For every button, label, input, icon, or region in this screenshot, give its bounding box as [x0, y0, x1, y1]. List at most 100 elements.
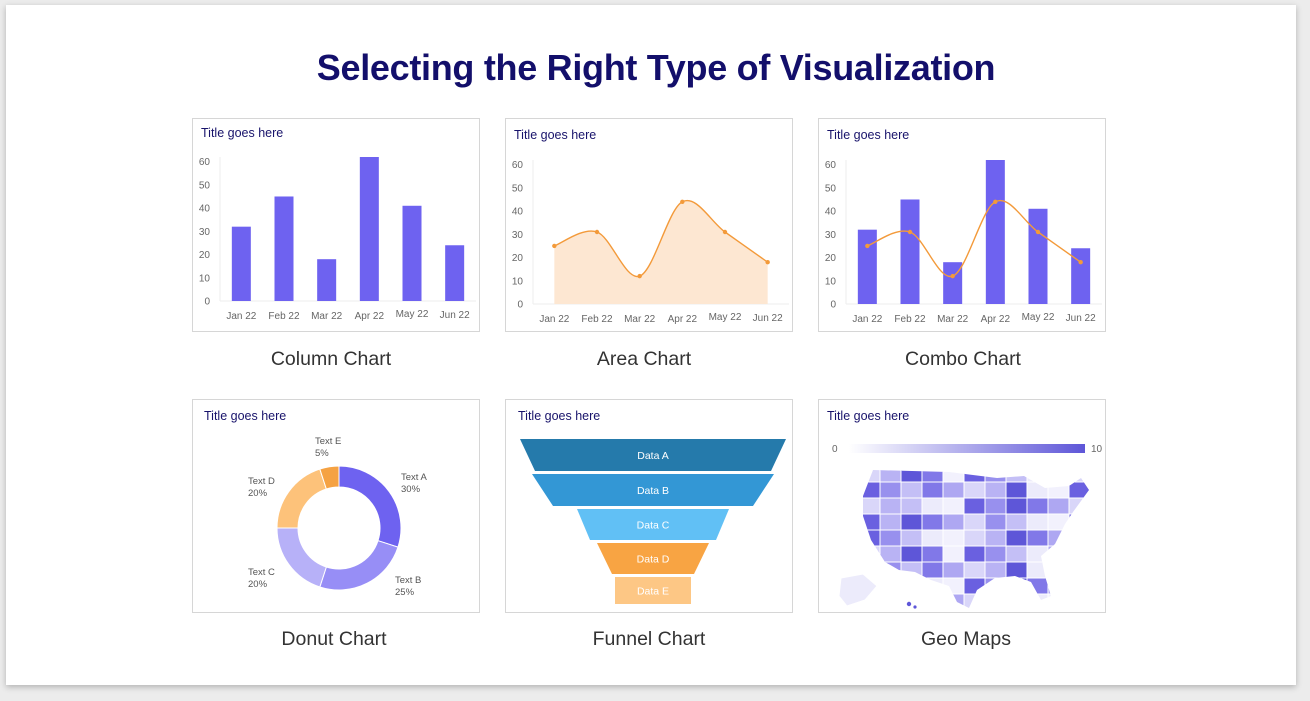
us-state	[921, 593, 944, 608]
card-title: Title goes here	[827, 128, 910, 142]
us-state	[863, 513, 881, 531]
x-tick-label: May 22	[1022, 312, 1055, 323]
us-state	[1047, 545, 1070, 563]
x-tick-label: Feb 22	[581, 314, 613, 325]
y-tick-label: 10	[199, 273, 211, 284]
x-tick-label: Feb 22	[894, 314, 926, 325]
slide-page: Selecting the Right Type of Visualizatio…	[6, 5, 1296, 685]
area-chart-svg: 0 10 20 30 40 50 60 Jan 22 Feb 22 Mar 22 Apr 22 May…	[512, 160, 789, 325]
us-state	[963, 497, 986, 515]
slice-label: Text B	[395, 575, 421, 586]
us-state	[1047, 481, 1070, 499]
us-state	[1048, 610, 1069, 626]
us-state	[879, 481, 902, 499]
us-state	[985, 610, 1006, 626]
us-state	[1005, 470, 1028, 483]
us-state	[900, 529, 923, 547]
donut-slice	[276, 527, 327, 588]
us-state	[1027, 610, 1048, 626]
slice-label: Text A	[401, 472, 428, 483]
area-chart-card: Title goes here 0 10 20 30 40 50 60 Jan 22 Feb 2…	[505, 118, 793, 332]
us-state	[963, 529, 986, 547]
y-tick-label: 20	[512, 253, 524, 264]
us-state	[863, 470, 881, 483]
us-state	[984, 593, 1007, 608]
y-tick-label: 30	[825, 230, 837, 241]
column-chart-svg: 0 10 20 30 40 50 60 Jan 22 Feb 22 Mar 22 Apr 22 May…	[199, 157, 476, 322]
area-point	[637, 273, 642, 279]
us-state	[1005, 545, 1028, 563]
x-tick-label: Jun 22	[1066, 313, 1096, 324]
us-state	[942, 497, 965, 515]
bar	[317, 259, 337, 301]
us-state	[942, 593, 965, 608]
combo-chart-svg: 0 10 20 30 40 50 60 Jan 22 Feb 22 Mar 22 Apr 22 May…	[825, 160, 1102, 325]
card-title: Title goes here	[514, 128, 597, 142]
bar	[359, 157, 379, 301]
us-state	[963, 513, 986, 531]
legend-max-label: 10	[1091, 444, 1103, 455]
bar	[402, 205, 422, 301]
us-state	[963, 561, 986, 579]
us-state	[1005, 497, 1028, 515]
funnel-stage	[597, 543, 709, 574]
x-tick-label: May 22	[396, 309, 429, 320]
us-state	[1047, 470, 1070, 483]
us-state	[900, 545, 923, 563]
us-states-group	[863, 470, 1111, 626]
us-state	[1068, 497, 1089, 515]
donut-chart-svg: Text A30%Text B25%Text C20%Text D20%Text…	[248, 436, 428, 598]
us-state	[1090, 498, 1111, 514]
card-title: Title goes here	[518, 409, 601, 423]
combo-point	[1035, 229, 1041, 235]
us-state	[879, 470, 902, 483]
slice-percent: 20%	[248, 579, 268, 590]
us-state	[863, 497, 881, 515]
us-state	[1068, 593, 1089, 608]
donut-slice	[276, 468, 327, 529]
card-title: Title goes here	[204, 409, 287, 423]
us-state	[1005, 529, 1028, 547]
us-state	[942, 481, 965, 499]
slice-percent: 20%	[248, 488, 268, 499]
slice-percent: 25%	[395, 587, 415, 598]
geo-map-svg: 0 10	[832, 444, 1103, 609]
us-state	[1026, 470, 1049, 483]
funnel-stage	[520, 439, 786, 471]
us-state	[879, 593, 902, 608]
x-tick-label: May 22	[709, 312, 742, 323]
funnel-stage	[532, 474, 774, 506]
us-state	[921, 561, 944, 579]
us-state	[921, 529, 944, 547]
us-state	[984, 529, 1007, 547]
us-state	[879, 529, 902, 547]
bar	[943, 262, 963, 304]
geo-map-caption: Geo Maps	[921, 628, 1011, 650]
us-state	[921, 513, 944, 531]
us-state	[900, 577, 923, 595]
us-state	[1068, 481, 1089, 499]
legend-gradient-bar	[849, 444, 1085, 453]
y-tick-label: 60	[512, 160, 524, 171]
us-state	[963, 577, 986, 595]
us-state	[900, 497, 923, 515]
us-state	[900, 513, 923, 531]
combo-point	[950, 273, 955, 279]
us-state	[964, 610, 985, 626]
us-state	[942, 577, 965, 595]
us-state	[1090, 482, 1111, 498]
bar	[274, 196, 294, 301]
us-state	[942, 513, 965, 531]
bar	[445, 245, 465, 301]
us-state	[1068, 513, 1089, 531]
alaska-shape	[838, 573, 878, 607]
geo-map-card: Title goes here 0 10	[818, 399, 1106, 613]
area-point	[680, 199, 685, 205]
us-state	[921, 481, 944, 499]
y-tick-label: 60	[199, 157, 211, 168]
funnel-stage-label: Data A	[637, 450, 669, 462]
us-state	[900, 470, 923, 483]
us-state	[984, 561, 1007, 579]
bar	[1071, 248, 1091, 304]
area-point	[722, 229, 728, 235]
